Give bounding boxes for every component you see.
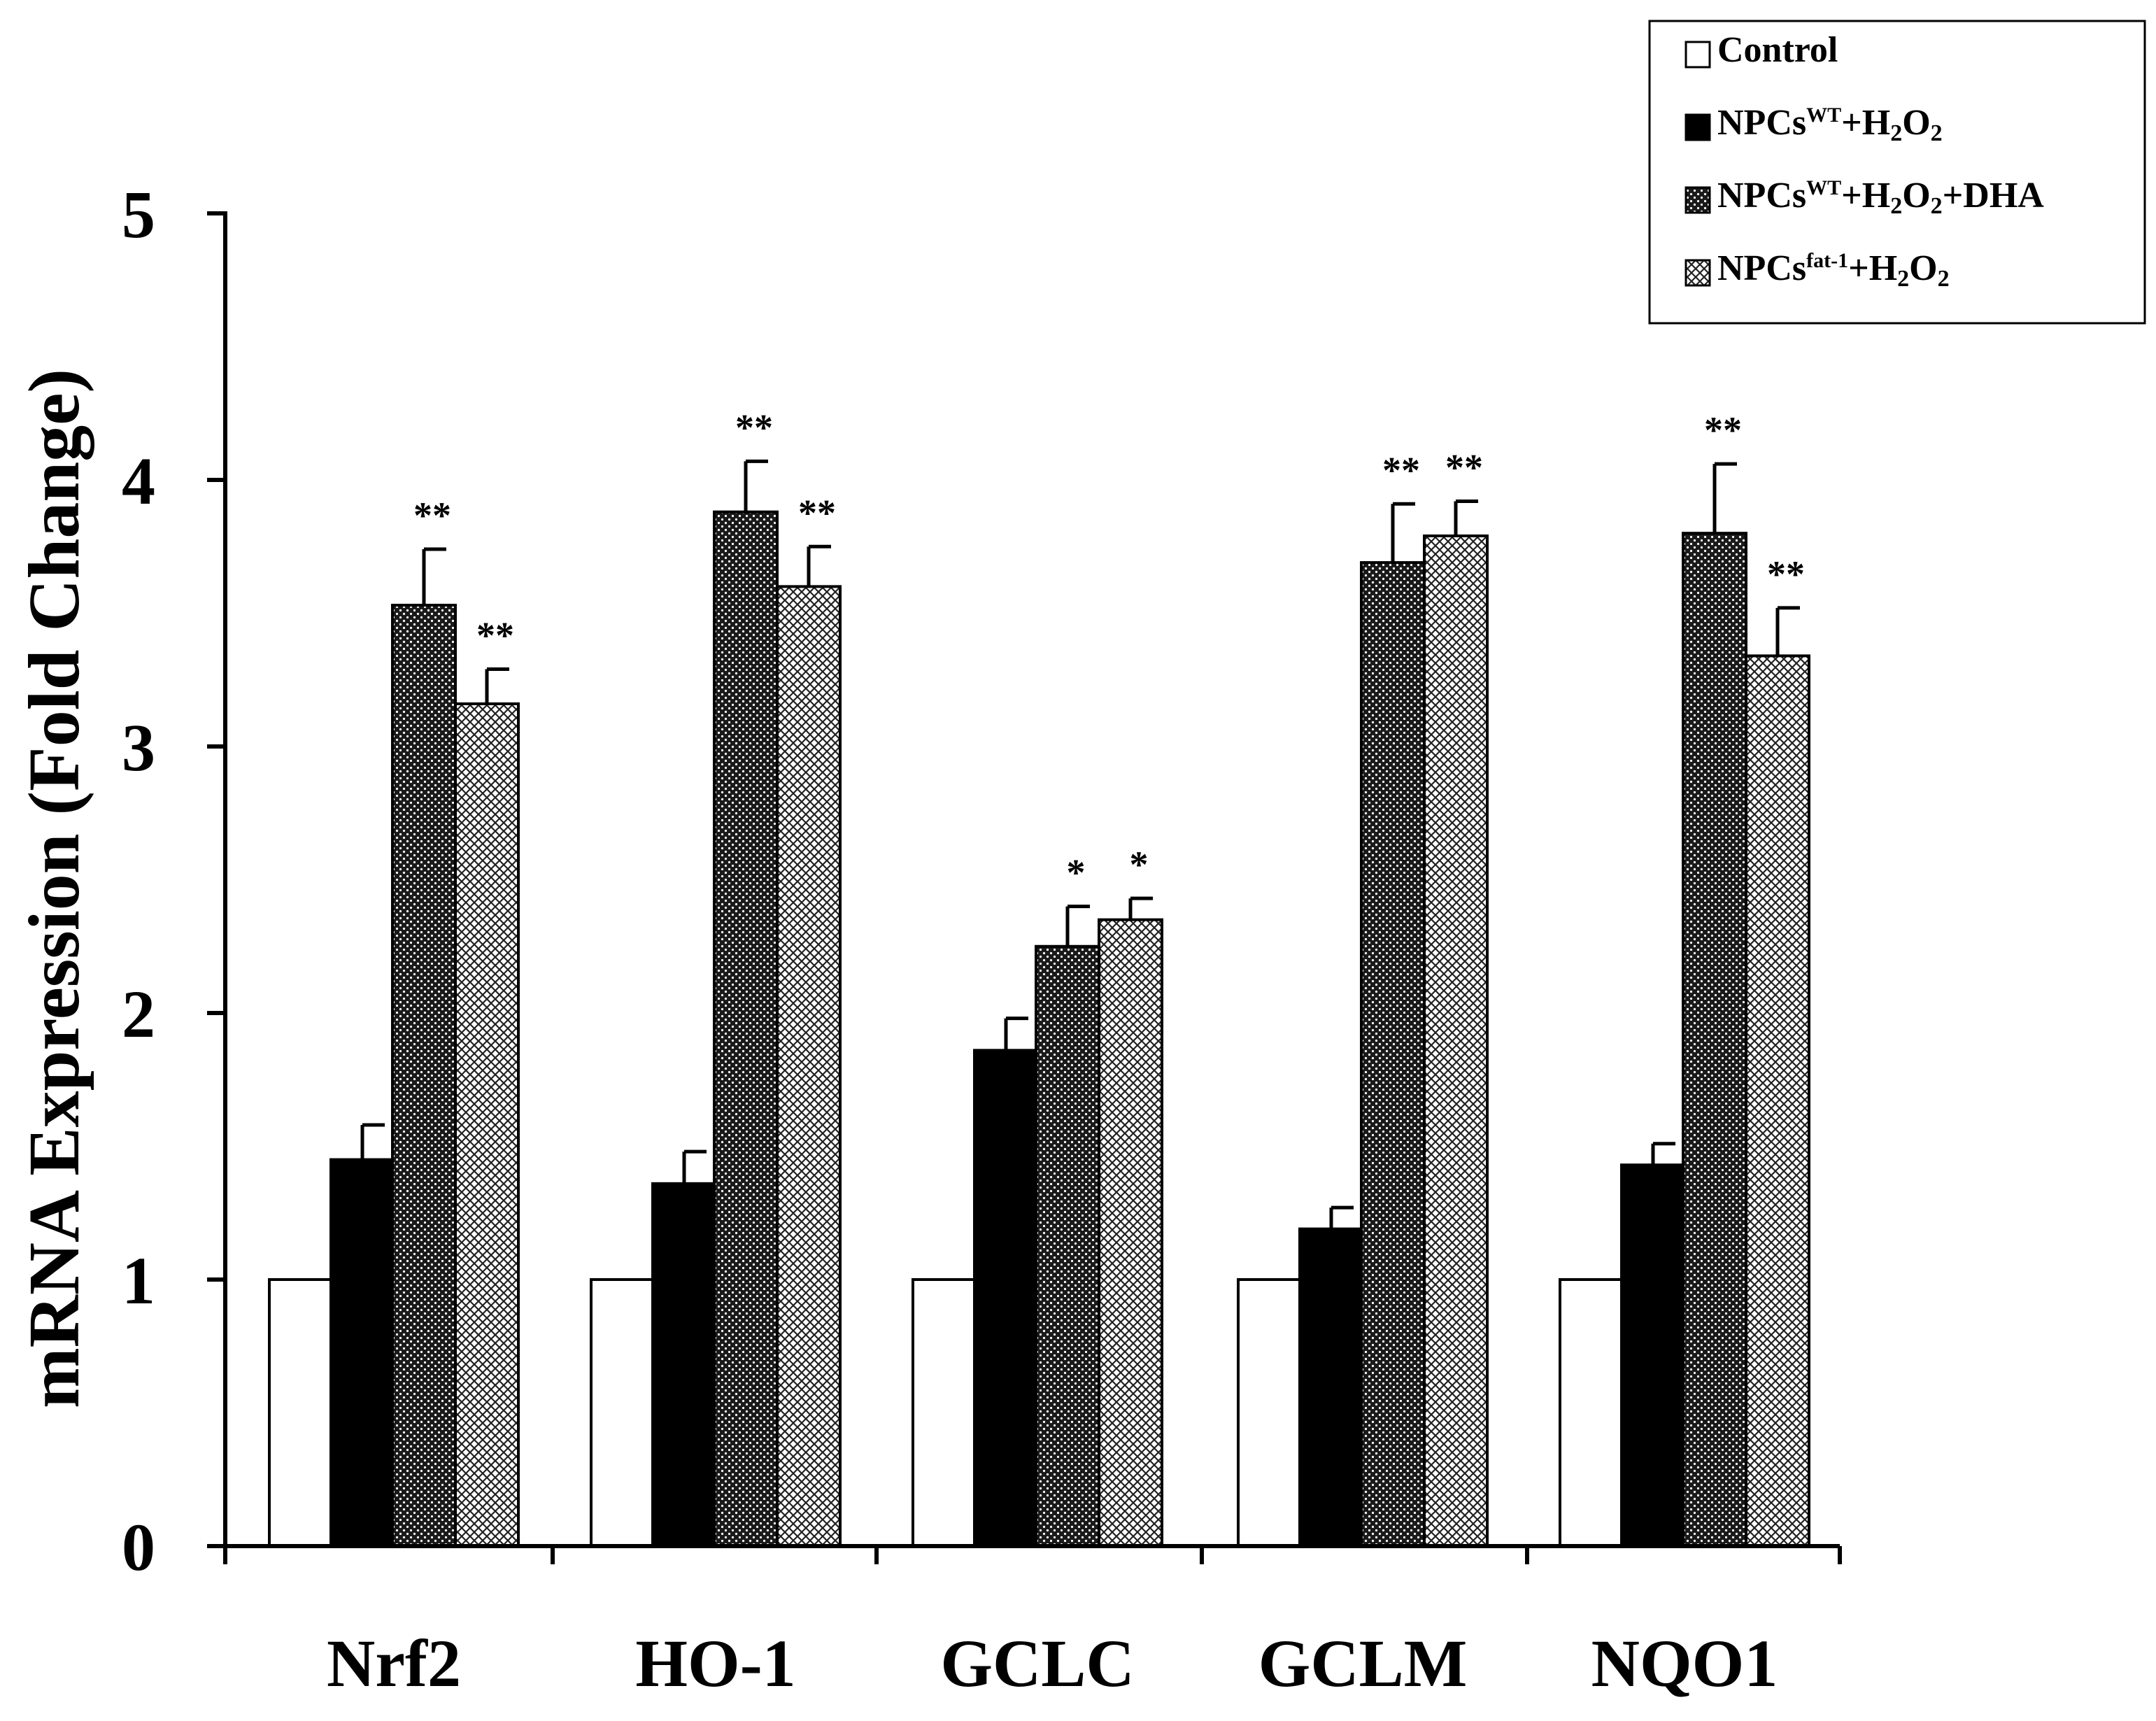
legend-label-part: Control — [1717, 30, 1838, 70]
significance-marker: ** — [798, 492, 836, 534]
y-ticks: 0 1 2 3 4 5 — [122, 177, 225, 1585]
legend-label-part: O — [1902, 176, 1930, 215]
category-label: GCLC — [940, 1626, 1134, 1701]
legend-label-part: O — [1902, 103, 1930, 143]
legend-swatch — [1685, 259, 1711, 287]
significance-marker: ** — [735, 406, 773, 448]
significance-marker: ** — [1767, 553, 1805, 595]
legend-label-part: +H — [1848, 248, 1897, 288]
y-tick-label: 4 — [122, 444, 155, 518]
bars-layer — [268, 510, 1810, 1548]
bar — [590, 1278, 655, 1548]
legend-label-part: fat-1 — [1806, 249, 1848, 272]
bar — [1360, 561, 1426, 1548]
bar — [1559, 1278, 1624, 1548]
significance-marker: ** — [1704, 409, 1742, 451]
legend-box — [1648, 20, 2146, 325]
bar — [1237, 1278, 1303, 1548]
bar — [1423, 534, 1489, 1548]
legend-label: NPCsWT+H2O2 — [1717, 103, 1943, 146]
legend-swatch — [1685, 186, 1711, 214]
x-ticks: Nrf2 HO-1 GCLC GCLM NQO1 — [223, 1546, 1842, 1701]
bar — [268, 1278, 334, 1548]
legend-label-part: 2 — [1931, 193, 1943, 219]
legend-label-part: NPCs — [1717, 103, 1806, 143]
bar — [1098, 918, 1163, 1548]
bar — [713, 510, 779, 1548]
legend-swatch — [1685, 41, 1711, 69]
category-label: NQO1 — [1591, 1626, 1778, 1701]
bar — [973, 1049, 1039, 1548]
significance-layer: ****************** — [413, 406, 1805, 893]
legend-label-part: O — [1909, 248, 1937, 288]
significance-marker: ** — [413, 495, 451, 537]
significance-marker: * — [1130, 844, 1149, 886]
category-label: HO-1 — [635, 1626, 795, 1701]
legend-label-part: +H — [1841, 176, 1890, 215]
legend-label: Control — [1717, 30, 1838, 70]
significance-marker: ** — [1382, 449, 1420, 491]
legend-label-part: +H — [1841, 103, 1890, 143]
legend-swatch — [1685, 113, 1711, 141]
bar — [1035, 944, 1100, 1548]
y-axis-title: mRNA Expression (Fold Change) — [14, 369, 94, 1408]
legend-label-part: NPCs — [1717, 176, 1806, 215]
legend-label-part: 2 — [1890, 120, 1902, 146]
bar — [391, 604, 457, 1548]
legend-label-part: 2 — [1890, 193, 1902, 219]
y-tick-label: 2 — [122, 977, 155, 1051]
y-tick-label: 5 — [122, 177, 155, 252]
bar — [454, 702, 520, 1548]
category-label: Nrf2 — [327, 1626, 461, 1701]
legend-label-part: +DHA — [1943, 176, 2045, 215]
category-label: GCLM — [1258, 1626, 1468, 1701]
bar — [776, 585, 842, 1548]
legend-label-part: WT — [1806, 104, 1841, 127]
bar — [1745, 654, 1810, 1548]
significance-marker: ** — [1445, 446, 1483, 488]
axes — [208, 211, 1840, 1548]
significance-marker: * — [1067, 852, 1086, 894]
bar — [1682, 532, 1747, 1548]
legend-label-part: WT — [1806, 176, 1841, 199]
error-bars-layer — [360, 459, 1800, 1229]
legend-label-part: 2 — [1938, 266, 1950, 292]
legend-label-part: 2 — [1897, 266, 1909, 292]
legend-label: NPCsfat-1+H2O2 — [1717, 248, 1950, 292]
bar — [1620, 1163, 1686, 1548]
y-tick-label: 1 — [122, 1243, 155, 1318]
bar — [1298, 1227, 1364, 1548]
bar — [651, 1182, 717, 1548]
legend-label-part: 2 — [1931, 120, 1943, 146]
legend: ControlNPCsWT+H2O2NPCsWT+H2O2+DHANPCsfat… — [1648, 20, 2146, 325]
y-tick-label: 3 — [122, 710, 155, 785]
legend-label-part: NPCs — [1717, 248, 1806, 288]
legend-label: NPCsWT+H2O2+DHA — [1717, 176, 2044, 219]
y-tick-label: 0 — [122, 1510, 155, 1585]
bar — [329, 1158, 395, 1548]
significance-marker: ** — [476, 615, 514, 657]
bar — [912, 1278, 977, 1548]
